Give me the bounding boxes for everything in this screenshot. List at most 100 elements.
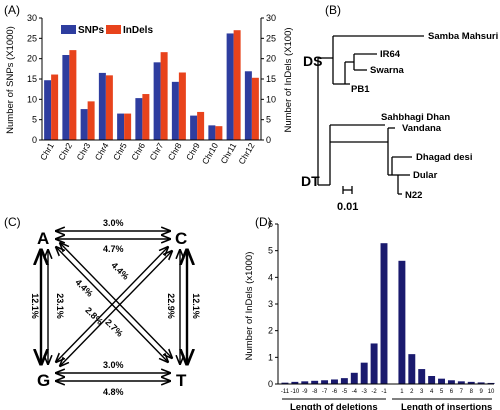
legend-swatch-indels xyxy=(106,25,121,34)
y-tick-label: 4 xyxy=(268,272,273,282)
y-tick-label: 3 xyxy=(268,299,273,309)
bar-indel xyxy=(87,101,95,140)
x-tick-label: -8 xyxy=(312,389,318,395)
bar-indel-length xyxy=(281,382,289,384)
bar-indel xyxy=(160,52,168,140)
mutation-diagram: A C G T 3.0% 4.7% 3.0% 4.8% xyxy=(30,218,201,397)
x-tick-label: Chr4 xyxy=(93,141,111,162)
chart-d-bars xyxy=(281,243,495,384)
bar-indel-length xyxy=(408,354,416,384)
bar-indel xyxy=(215,126,223,140)
label-diag-4: 2.7% xyxy=(103,317,125,339)
x-tick-label: 9 xyxy=(479,389,483,395)
tree-leaf: Dular xyxy=(413,170,438,181)
tree-scale-label: 0.01 xyxy=(337,201,358,213)
bar-snp xyxy=(244,71,252,140)
bar-indel xyxy=(197,111,205,140)
x-tick-label: -4 xyxy=(352,389,358,395)
x-tick-label: Chr6 xyxy=(129,141,147,162)
bar-indel-length xyxy=(360,362,368,384)
x-tick-label: -11 xyxy=(281,389,290,395)
chart-a-ticks: 0 0 5 5 10 10 15 15 20 20 25 25 30 30 xyxy=(27,13,276,145)
bar-snp xyxy=(80,109,88,140)
y2-tick-label: 5 xyxy=(266,115,271,125)
label-ct-right: 12.1% xyxy=(191,293,201,319)
node-g: G xyxy=(37,371,50,390)
chart-d-ticks: 0 1 2 3 4 5 6 xyxy=(268,219,278,389)
x-tick-label: -1 xyxy=(381,389,387,395)
y2-tick-label: 30 xyxy=(266,13,276,23)
chart-a-y-axis-label: Number of SNPs (X1000) xyxy=(5,26,16,134)
x-tick-label: Chr5 xyxy=(111,141,129,162)
bar-indel-length xyxy=(428,376,436,384)
tree-labels: DS DT Samba Mahsuri IR64 Swarna PB1 Sahb… xyxy=(301,31,498,213)
x-tick-label: Chr10 xyxy=(200,141,220,166)
bar-snp xyxy=(98,72,106,140)
x-tick-label: 1 xyxy=(400,389,404,395)
legend-label-indels: InDels xyxy=(123,25,153,36)
legend-label-snps: SNPs xyxy=(78,25,105,36)
bar-snp xyxy=(190,115,198,140)
x-tick-label: 3 xyxy=(420,389,424,395)
x-tick-label: 6 xyxy=(450,389,454,395)
tree-leaf: Sahbhagi Dhan xyxy=(381,112,450,123)
chart-a-bars xyxy=(44,30,259,141)
x-tick-label: 5 xyxy=(440,389,444,395)
x-tick-label: -3 xyxy=(362,389,368,395)
x-tick-label: Chr7 xyxy=(147,141,165,162)
y-tick-label: 15 xyxy=(27,74,37,84)
bar-snp xyxy=(153,62,161,140)
x-tick-label: Chr12 xyxy=(236,141,256,166)
label-ac-top: 3.0% xyxy=(103,218,124,228)
chart-a-legend: SNPs InDels xyxy=(61,25,153,36)
y2-tick-label: 0 xyxy=(266,135,271,145)
arrow-c-g-2 xyxy=(60,251,172,366)
bar-indel-length xyxy=(380,243,388,384)
x-tick-label: Chr8 xyxy=(166,141,184,162)
bar-snp xyxy=(117,113,125,140)
tree-group-dt: DT xyxy=(301,173,320,189)
x-tick-label: Chr3 xyxy=(74,141,92,162)
phylogenetic-tree xyxy=(317,35,424,195)
y-tick-label: 5 xyxy=(268,246,273,256)
bar-indel-length xyxy=(311,380,319,384)
x-tick-label: Chr1 xyxy=(38,141,56,162)
label-gt-bottom: 4.8% xyxy=(103,387,124,397)
x-tick-label: Chr9 xyxy=(184,141,202,162)
chart-d-insertions-label: Length of insertions xyxy=(401,402,492,410)
chart-d-deletions-label: Length of deletions xyxy=(290,402,378,410)
bar-indel-length xyxy=(487,382,495,384)
tree-leaf: N22 xyxy=(405,190,422,201)
tree-group-ds: DS xyxy=(303,53,322,69)
x-tick-label: 8 xyxy=(470,389,474,395)
x-tick-label: -10 xyxy=(291,389,300,395)
label-ct-left: 22.9% xyxy=(166,293,176,319)
bar-indel xyxy=(69,50,77,141)
bar-indel-length xyxy=(321,380,329,384)
legend-swatch-snps xyxy=(61,25,76,34)
bar-snp xyxy=(44,80,52,140)
node-t: T xyxy=(176,371,187,390)
y2-tick-label: 15 xyxy=(266,74,276,84)
label-ag-right: 23.1% xyxy=(55,293,65,319)
bar-indel xyxy=(51,74,59,140)
bar-indel-length xyxy=(291,381,299,384)
x-tick-label: Chr11 xyxy=(218,141,238,166)
label-gt-top: 3.0% xyxy=(103,360,124,370)
bar-indel-length xyxy=(350,372,358,384)
chart-a-x-tick-labels: Chr1 Chr2 Chr3 Chr4 Chr5 Chr6 Chr7 Chr8 Chr9Chr1… xyxy=(38,141,257,166)
y2-tick-label: 25 xyxy=(266,33,276,43)
tree-leaf: Vandana xyxy=(402,123,442,134)
label-diag-2: 4.4% xyxy=(73,277,95,299)
y-tick-label: 0 xyxy=(268,379,273,389)
bar-indel-length xyxy=(331,379,338,384)
panel-label-b: (B) xyxy=(325,3,341,17)
x-tick-label: -7 xyxy=(322,389,328,395)
bar-snp xyxy=(226,33,234,140)
bar-indel-length xyxy=(438,378,445,384)
bar-indel xyxy=(233,30,241,141)
bar-indel-length xyxy=(418,369,426,384)
x-tick-label: -6 xyxy=(332,389,338,395)
